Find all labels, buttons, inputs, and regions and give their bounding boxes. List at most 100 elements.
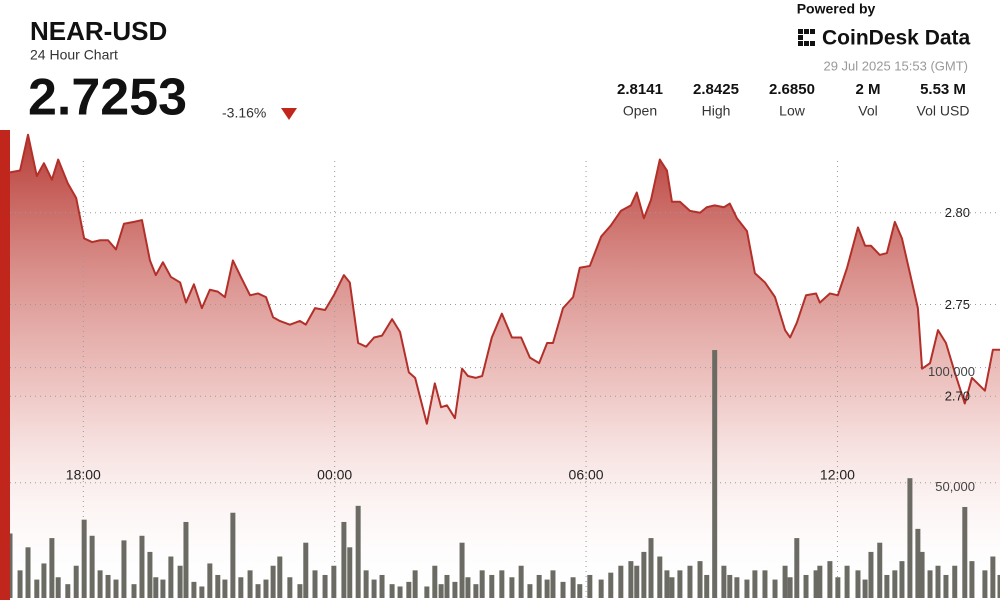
y-tick-label: 2.75 (945, 297, 970, 312)
current-price: 2.7253 (28, 69, 187, 127)
volume-bar (270, 565, 276, 598)
volume-bar (160, 579, 166, 598)
volume-bar (287, 577, 293, 598)
volume-bar (238, 577, 244, 598)
volume-bar (844, 565, 850, 598)
volume-bar (687, 565, 693, 598)
y2-tick-label: 50,000 (935, 479, 975, 494)
volume-bar (34, 579, 40, 598)
volume-bar (297, 584, 303, 598)
stat-value: 2 M (855, 81, 880, 98)
powered-by: Powered by (797, 1, 876, 17)
volume-bar (892, 570, 898, 598)
x-tick-label: 06:00 (569, 467, 604, 483)
volume-bar (341, 521, 347, 598)
volume-bar (734, 577, 740, 598)
volume-bar (509, 577, 515, 598)
volume-bar (704, 574, 710, 598)
volume-bar (835, 577, 841, 598)
volume-bar (608, 572, 614, 598)
y2-tick-label: 100,000 (928, 364, 975, 379)
volume-bar (862, 579, 868, 598)
volume-bar (712, 350, 718, 598)
volume-bar (363, 570, 369, 598)
volume-bar (915, 528, 921, 598)
stat-label: Open (623, 103, 657, 119)
volume-bar (884, 574, 890, 598)
brand-logo (798, 29, 815, 46)
volume-bar (855, 570, 861, 598)
volume-bar (255, 584, 261, 598)
volume-bar (121, 540, 127, 598)
volume-bar (81, 519, 87, 598)
volume-bar (131, 584, 137, 598)
down-arrow (281, 108, 297, 120)
y-tick-label: 2.70 (945, 389, 970, 404)
volume-bar (935, 565, 941, 598)
volume-bar (322, 574, 328, 598)
volume-bar (634, 565, 640, 598)
volume-bar (952, 565, 958, 598)
volume-bar (560, 581, 566, 598)
volume-bar (628, 561, 634, 598)
volume-bar (899, 561, 905, 598)
price-line (9, 133, 1000, 425)
volume-bar (444, 574, 450, 598)
volume-bar (397, 586, 403, 598)
volume-bar (97, 570, 103, 598)
volume-bar (191, 581, 197, 598)
x-tick-label: 12:00 (820, 467, 855, 483)
volume-bar (247, 570, 253, 598)
volume-bar (962, 506, 968, 598)
volume-bar (207, 563, 213, 598)
volume-bar (312, 570, 318, 598)
volume-bar (479, 570, 485, 598)
volume-bar (697, 561, 703, 598)
volume-bar (868, 551, 874, 598)
volume-bar (147, 551, 153, 598)
volume-bar (230, 512, 236, 598)
volume-bar (518, 565, 524, 598)
volume-bar (49, 538, 55, 598)
chart-subtitle: 24 Hour Chart (30, 47, 118, 63)
volume-bar (762, 570, 768, 598)
stat-label: High (702, 103, 731, 119)
volume-bar (371, 579, 377, 598)
volume-bar (303, 542, 309, 598)
volume-bar (772, 579, 778, 598)
volume-bar (752, 570, 758, 598)
timestamp: 29 Jul 2025 15:53 (GMT) (823, 58, 968, 73)
volume-bar (473, 584, 479, 598)
volume-bar (782, 565, 788, 598)
stat-label: Low (779, 103, 806, 119)
volume-bar (657, 556, 663, 598)
volume-bar (943, 574, 949, 598)
volume-bar (25, 547, 31, 598)
volume-bar (877, 542, 883, 598)
volume-bar (452, 581, 458, 598)
volume-bar (105, 574, 111, 598)
volume-bar (907, 478, 913, 598)
volume-bar (389, 584, 395, 598)
volume-bar (577, 584, 583, 598)
volume-bar (432, 565, 438, 598)
volume-bar (73, 565, 79, 598)
volume-bar (65, 584, 71, 598)
volume-bar (744, 579, 750, 598)
volume-bar (459, 542, 465, 598)
price-change: -3.16% (222, 105, 266, 121)
volume-bar (536, 574, 542, 598)
volume-bar (55, 577, 61, 598)
volume-bar (277, 556, 283, 598)
volume-bar (990, 556, 996, 598)
volume-bar (153, 577, 159, 598)
volume-bar (727, 574, 733, 598)
volume-bar (41, 563, 47, 598)
volume-bar (919, 551, 925, 598)
stat-value: 2.6850 (769, 81, 815, 98)
volume-bar (331, 565, 337, 598)
volume-bar (168, 556, 174, 598)
volume-bar (355, 505, 361, 598)
volume-bar (412, 570, 418, 598)
volume-bar (827, 561, 833, 598)
